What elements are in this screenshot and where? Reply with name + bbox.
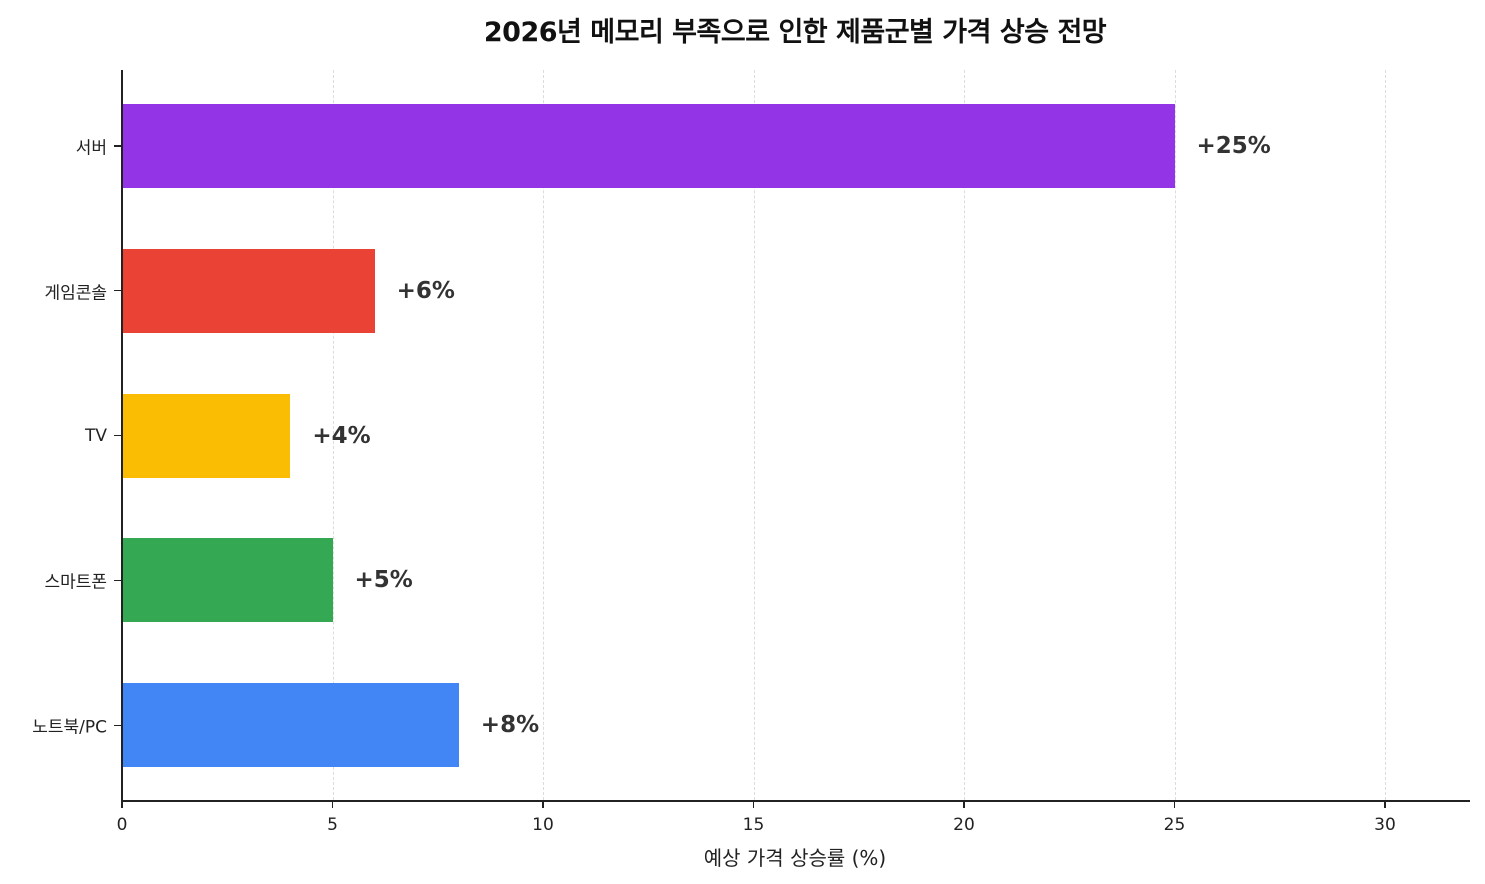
x-axis-spine	[121, 800, 1470, 802]
x-gridline	[543, 70, 544, 800]
x-tick	[1384, 801, 1386, 808]
bar	[122, 104, 1175, 188]
y-tick	[114, 434, 121, 437]
bar-value-label: +5%	[354, 567, 413, 594]
x-gridline	[1385, 70, 1386, 800]
bar-value-label: +4%	[312, 422, 371, 449]
x-tick-label: 25	[1163, 815, 1186, 835]
bar	[122, 683, 459, 768]
x-tick	[1173, 801, 1176, 808]
x-tick	[121, 801, 123, 808]
x-tick-label: 0	[116, 815, 128, 835]
x-tick	[542, 801, 544, 808]
y-tick-label: 스마트폰	[44, 572, 107, 593]
y-tick	[114, 724, 121, 726]
y-tick	[114, 145, 121, 147]
y-tick-label: TV	[84, 425, 107, 446]
y-tick-label: 게임콘솔	[44, 283, 107, 304]
x-tick	[963, 801, 965, 808]
y-tick	[114, 290, 121, 292]
x-tick-label: 10	[532, 815, 554, 835]
x-tick-label: 30	[1374, 815, 1396, 835]
y-axis-spine	[121, 70, 123, 802]
bar	[122, 538, 333, 623]
y-tick-label: 노트북/PC	[32, 717, 107, 738]
x-gridline	[753, 70, 755, 800]
bar-value-label: +25%	[1196, 133, 1271, 159]
bar	[122, 393, 291, 478]
x-tick	[752, 801, 755, 808]
x-tick-label: 15	[742, 815, 765, 835]
x-tick-label: 20	[953, 815, 975, 835]
x-axis-title: 예상 가격 상승률 (%)	[703, 846, 887, 870]
y-tick-label: 서버	[75, 138, 107, 159]
bar-value-label: +8%	[480, 712, 540, 739]
bar-value-label: +6%	[396, 277, 455, 304]
y-tick	[114, 579, 121, 582]
x-gridline	[964, 70, 965, 800]
x-gridline	[1174, 70, 1176, 800]
chart-title: 2026년 메모리 부족으로 인한 제품군별 가격 상승 전망	[483, 17, 1107, 48]
x-gridline	[332, 70, 334, 800]
bar	[122, 248, 375, 333]
x-tick-label: 5	[327, 815, 338, 835]
x-tick	[331, 801, 334, 808]
